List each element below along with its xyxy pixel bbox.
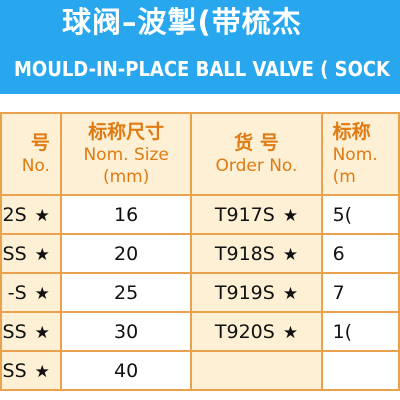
- header-nom-size-right-unit: (m: [332, 167, 356, 187]
- header-nom-size-unit: (mm): [102, 167, 150, 187]
- left-order-cell: SS ★: [0, 233, 62, 274]
- star-icon: ★: [282, 322, 299, 343]
- table-row: SS ★ 20 T918S ★ 6: [0, 233, 400, 274]
- header-order-left: 号 No.: [0, 112, 62, 196]
- table-row: SS ★ 30 T920S ★ 1(: [0, 311, 400, 352]
- header-nom-size-en: Nom. Size: [83, 145, 169, 165]
- right-size-cell: 7: [320, 272, 400, 313]
- header-order-left-cn: 号: [30, 132, 50, 154]
- order-no: T919S: [214, 281, 275, 304]
- left-order-no: 2S: [2, 203, 27, 226]
- product-table: 号 No. 标称尺寸 Nom. Size (mm) 货 号 Order No. …: [0, 112, 400, 391]
- right-size-cell: 5(: [320, 194, 400, 235]
- header-nom-size-right-en: Nom.: [332, 145, 378, 165]
- left-order-cell: 2S ★: [0, 194, 62, 235]
- order-no-cell: [190, 350, 323, 391]
- left-order-no: SS: [2, 242, 27, 265]
- order-no-cell: T917S ★: [190, 194, 323, 235]
- nom-size-cell: 25: [59, 272, 193, 313]
- order-no-cell: T920S ★: [190, 311, 323, 352]
- star-icon: ★: [282, 283, 299, 304]
- order-no: T918S: [214, 242, 275, 265]
- order-no: T917S: [214, 203, 275, 226]
- table-row: -S ★ 25 T919S ★ 7: [0, 272, 400, 313]
- star-icon: ★: [282, 205, 299, 226]
- order-no-cell: T919S ★: [190, 272, 323, 313]
- header-order-no-cn: 货 号: [234, 132, 279, 154]
- header-order-no: 货 号 Order No.: [190, 112, 323, 196]
- star-icon: ★: [34, 244, 50, 265]
- nom-size-cell: 20: [59, 233, 193, 274]
- star-icon: ★: [34, 322, 50, 343]
- left-order-no: -S: [7, 281, 27, 304]
- right-size-cell: 1(: [320, 311, 400, 352]
- table-header-row: 号 No. 标称尺寸 Nom. Size (mm) 货 号 Order No. …: [0, 112, 400, 196]
- header-nom-size-right: 标称 Nom. (m: [320, 112, 400, 196]
- header-nom-size-right-cn: 标称: [332, 121, 371, 143]
- left-order-no: SS: [2, 320, 27, 343]
- title-chinese: 球阀–波掣(带梳杰: [62, 5, 302, 39]
- title-english: MOULD-IN-PLACE BALL VALVE ( SOCK: [14, 57, 391, 81]
- header-order-left-en: No.: [21, 156, 50, 176]
- header-nom-size: 标称尺寸 Nom. Size (mm): [59, 112, 193, 196]
- nom-size-cell: 16: [59, 194, 193, 235]
- header-order-no-en: Order No.: [215, 156, 298, 176]
- left-order-cell: SS ★: [0, 311, 62, 352]
- left-order-cell: SS ★: [0, 350, 62, 391]
- right-size-cell: [320, 350, 400, 391]
- left-order-cell: -S ★: [0, 272, 62, 313]
- order-no: T920S: [214, 320, 275, 343]
- nom-size-cell: 40: [59, 350, 193, 391]
- table-row: SS ★ 40: [0, 350, 400, 391]
- order-no-cell: T918S ★: [190, 233, 323, 274]
- header-nom-size-cn: 标称尺寸: [88, 121, 165, 143]
- star-icon: ★: [34, 205, 50, 226]
- star-icon: ★: [34, 283, 50, 304]
- star-icon: ★: [282, 244, 299, 265]
- left-order-no: SS: [2, 359, 27, 382]
- nom-size-cell: 30: [59, 311, 193, 352]
- right-size-cell: 6: [320, 233, 400, 274]
- title-banner: 球阀–波掣(带梳杰 MOULD-IN-PLACE BALL VALVE ( SO…: [0, 0, 400, 94]
- table-row: 2S ★ 16 T917S ★ 5(: [0, 194, 400, 235]
- star-icon: ★: [34, 361, 50, 382]
- product-table-area: 号 No. 标称尺寸 Nom. Size (mm) 货 号 Order No. …: [0, 112, 400, 400]
